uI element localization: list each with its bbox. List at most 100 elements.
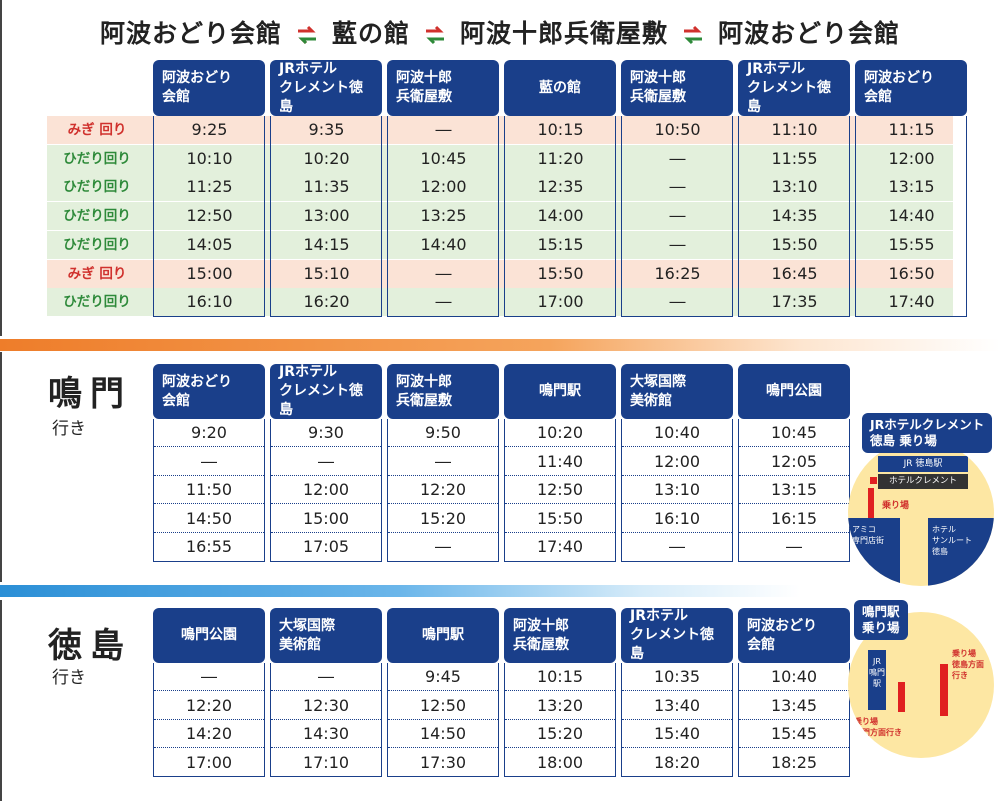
blue-divider — [0, 585, 800, 597]
loop-direction-label: ひだり回り — [63, 294, 131, 311]
title-stop-3: 阿波十郎兵衛屋敷 — [460, 19, 669, 48]
map-left-block: アミコ 専門店街 — [848, 518, 900, 586]
loop-time-cell: 12:00 — [888, 148, 935, 168]
naruto-time-cell: 9:30 — [271, 419, 381, 447]
naruto-time-cell: 16:55 — [185, 537, 233, 556]
tokushima-time-cell: 13:20 — [505, 692, 615, 720]
tokushima-time-cell: 10:15 — [505, 663, 615, 691]
loop-column-header: 阿波十郎 兵衛屋敷 — [621, 60, 733, 116]
route-line — [868, 488, 874, 520]
loop-time-cell: 12:00 — [420, 177, 467, 197]
loop-direction-label: ひだり回り — [63, 236, 131, 253]
clement-stop-tag: JRホテルクレメント 徳島 乗り場 — [862, 413, 993, 453]
naruto-time-cell: 15:50 — [505, 505, 615, 533]
loop-time-cell: 12:50 — [186, 206, 233, 226]
loop-time-cell: 17:35 — [771, 292, 818, 312]
loop-time-cell: 10:10 — [186, 148, 233, 168]
tokushima-time-column: 9:45 12:50 14:50 17:30 — [387, 663, 499, 777]
tokushima-column-header: 大塚国際 美術館 — [270, 608, 382, 663]
naruto-time-column: 9:20 ― 11:50 14:50 16:55 — [153, 419, 265, 562]
naruto-time-cell: 11:50 — [154, 476, 264, 504]
loop-column-border — [621, 116, 733, 317]
loop-column-header: 阿波おどり 会館 — [153, 60, 265, 116]
loop-time-cell: 10:50 — [654, 120, 701, 139]
stop-marker — [898, 682, 905, 712]
swap-arrows-icon — [426, 25, 444, 45]
title-stop-1: 阿波おどり会館 — [99, 19, 282, 48]
loop-time-cell: 16:20 — [303, 292, 350, 312]
loop-column-border — [738, 116, 850, 317]
swap-arrows-icon — [684, 25, 703, 45]
loop-time-cell: 10:45 — [420, 148, 467, 168]
naruto-time-cell: ― — [154, 448, 264, 476]
loop-column-border — [855, 116, 967, 317]
stop-marker — [940, 664, 948, 716]
loop-time-cell: ― — [435, 263, 452, 283]
tokushima-time-column: 10:35 13:40 15:40 18:20 — [621, 663, 733, 777]
loop-row-background — [47, 288, 953, 317]
loop-row-background — [47, 116, 953, 144]
title-stop-4: 阿波おどり会館 — [718, 19, 901, 48]
tokushima-column-header: 鳴門駅 — [387, 608, 499, 663]
loop-column-header: 阿波十郎 兵衛屋敷 — [387, 60, 499, 116]
tokushima-time-column: 10:15 13:20 15:20 18:00 — [504, 663, 616, 777]
loop-direction-label: みぎ 回り — [67, 122, 127, 138]
naruto-time-cell: 15:20 — [388, 505, 498, 533]
loop-time-cell: 14:40 — [420, 234, 467, 254]
loop-time-cell: 14:05 — [186, 234, 233, 254]
naruto-time-cell: 13:15 — [739, 476, 849, 504]
loop-time-cell: 15:10 — [303, 263, 350, 283]
loop-time-cell: 13:00 — [303, 206, 350, 226]
tokushima-column-header: 阿波おどり 会館 — [738, 608, 850, 663]
loop-row-background — [47, 173, 953, 202]
tokushima-section-sub: 行き — [52, 668, 86, 688]
naruto-time-column: 10:45 12:05 13:15 16:15 ― — [738, 419, 850, 562]
naruto-time-cell: 11:40 — [505, 448, 615, 476]
map-right-block: ホテル サンルート 徳島 — [928, 518, 994, 586]
tokushima-time-cell: 12:30 — [271, 692, 381, 720]
loop-column-border — [387, 116, 499, 317]
loop-time-cell: 14:00 — [537, 206, 584, 226]
loop-time-cell: 16:45 — [771, 263, 818, 283]
loop-time-cell: 13:10 — [771, 177, 818, 197]
loop-column-header: 藍の館 — [504, 60, 616, 116]
loop-time-cell: 10:20 — [303, 148, 350, 168]
naruto-time-column: 10:40 12:00 13:10 16:10 ― — [621, 419, 733, 562]
loop-time-cell: 9:35 — [308, 120, 345, 139]
loop-time-cell: 13:25 — [420, 206, 467, 226]
tokushima-time-cell: ― — [154, 663, 264, 691]
naruto-time-cell: 9:50 — [388, 419, 498, 447]
naruto-section-sub: 行き — [52, 419, 86, 439]
loop-direction-label: ひだり回り — [63, 179, 131, 196]
loop-time-cell: 14:35 — [771, 206, 818, 226]
loop-column-border — [270, 116, 382, 317]
naruto-time-column: 9:50 ― 12:20 15:20 ― — [387, 419, 499, 562]
tokushima-time-column: ― 12:20 14:20 17:00 — [153, 663, 265, 777]
loop-time-cell: 16:25 — [654, 263, 701, 283]
tokushima-time-cell: 15:40 — [622, 720, 732, 748]
tokushima-time-cell: 12:50 — [388, 692, 498, 720]
naruto-section-title: 鳴門 — [48, 374, 132, 414]
loop-time-cell: 11:15 — [888, 120, 935, 139]
map-hotel-label: ホテルクレメント — [878, 474, 968, 489]
tokushima-time-cell: 9:45 — [388, 663, 498, 691]
naruto-column-header: JRホテル クレメント徳島 — [270, 364, 382, 419]
tokushima-time-cell: 15:20 — [505, 720, 615, 748]
loop-direction-label: ひだり回り — [63, 150, 131, 167]
loop-time-cell: 11:35 — [303, 177, 350, 197]
loop-time-cell: 17:40 — [888, 292, 935, 312]
tokushima-time-cell: 13:45 — [739, 692, 849, 720]
tokushima-time-cell: 13:40 — [622, 692, 732, 720]
tokushima-time-cell: 14:20 — [154, 720, 264, 748]
naruto-time-cell: 13:10 — [622, 476, 732, 504]
loop-time-cell: 14:15 — [303, 234, 350, 254]
naruto-column-header: 鳴門駅 — [504, 364, 616, 419]
loop-row-background — [47, 202, 953, 231]
left-border — [0, 600, 2, 801]
loop-time-cell: ― — [669, 148, 686, 168]
loop-time-cell: ― — [435, 120, 452, 139]
tokushima-column-header: JRホテル クレメント徳島 — [621, 608, 733, 663]
naruto-time-cell: 16:10 — [622, 505, 732, 533]
naruto-time-cell: ― — [669, 537, 685, 556]
tokushima-time-cell: 15:45 — [739, 720, 849, 748]
